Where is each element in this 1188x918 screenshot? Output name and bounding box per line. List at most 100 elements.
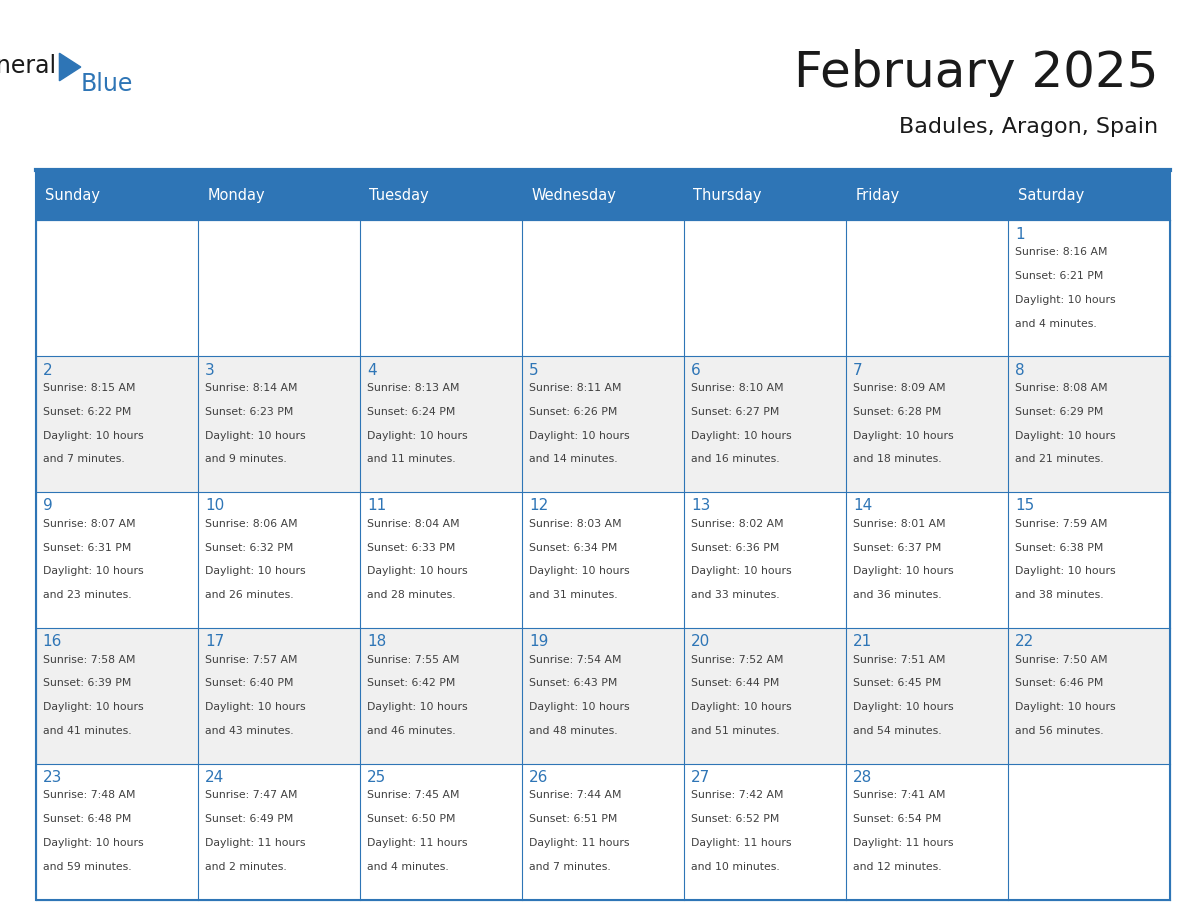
Text: Daylight: 10 hours: Daylight: 10 hours bbox=[529, 702, 630, 712]
Text: Sunrise: 8:16 AM: Sunrise: 8:16 AM bbox=[1016, 247, 1107, 257]
Text: Daylight: 11 hours: Daylight: 11 hours bbox=[529, 838, 630, 848]
Text: Sunrise: 7:57 AM: Sunrise: 7:57 AM bbox=[204, 655, 297, 665]
Bar bbox=[846, 170, 1009, 220]
Bar bbox=[36, 492, 197, 628]
Text: Sunrise: 7:58 AM: Sunrise: 7:58 AM bbox=[43, 655, 135, 665]
Text: Sunrise: 7:52 AM: Sunrise: 7:52 AM bbox=[691, 655, 784, 665]
Text: Sunset: 6:54 PM: Sunset: 6:54 PM bbox=[853, 814, 942, 824]
Bar bbox=[360, 492, 522, 628]
Text: Sunset: 6:32 PM: Sunset: 6:32 PM bbox=[204, 543, 293, 553]
Text: Sunrise: 7:50 AM: Sunrise: 7:50 AM bbox=[1016, 655, 1108, 665]
Text: Daylight: 10 hours: Daylight: 10 hours bbox=[367, 566, 468, 577]
Text: Daylight: 10 hours: Daylight: 10 hours bbox=[204, 566, 305, 577]
Text: Sunset: 6:48 PM: Sunset: 6:48 PM bbox=[43, 814, 131, 824]
Text: Sunset: 6:50 PM: Sunset: 6:50 PM bbox=[367, 814, 455, 824]
Bar bbox=[684, 764, 846, 900]
Bar bbox=[36, 220, 197, 356]
Text: 1: 1 bbox=[1016, 227, 1025, 241]
Bar bbox=[360, 170, 522, 220]
Bar bbox=[684, 220, 846, 356]
Text: Sunrise: 8:11 AM: Sunrise: 8:11 AM bbox=[529, 383, 621, 393]
Text: Sunset: 6:43 PM: Sunset: 6:43 PM bbox=[529, 678, 618, 688]
Text: Sunset: 6:23 PM: Sunset: 6:23 PM bbox=[204, 407, 293, 417]
Bar bbox=[846, 764, 1009, 900]
Bar bbox=[360, 628, 522, 764]
Bar bbox=[522, 628, 684, 764]
Text: Sunset: 6:52 PM: Sunset: 6:52 PM bbox=[691, 814, 779, 824]
Text: and 48 minutes.: and 48 minutes. bbox=[529, 726, 618, 736]
Bar bbox=[1009, 492, 1170, 628]
Text: Sunset: 6:21 PM: Sunset: 6:21 PM bbox=[1016, 271, 1104, 281]
Text: Sunset: 6:42 PM: Sunset: 6:42 PM bbox=[367, 678, 455, 688]
Text: Daylight: 10 hours: Daylight: 10 hours bbox=[43, 431, 144, 441]
Text: and 59 minutes.: and 59 minutes. bbox=[43, 862, 132, 872]
Text: Blue: Blue bbox=[81, 73, 133, 96]
Text: 16: 16 bbox=[43, 634, 62, 649]
Text: Sunset: 6:27 PM: Sunset: 6:27 PM bbox=[691, 407, 779, 417]
Text: Daylight: 10 hours: Daylight: 10 hours bbox=[853, 702, 954, 712]
Text: Sunset: 6:46 PM: Sunset: 6:46 PM bbox=[1016, 678, 1104, 688]
Bar bbox=[522, 170, 684, 220]
Text: 5: 5 bbox=[529, 363, 538, 377]
Bar bbox=[36, 628, 197, 764]
Text: Daylight: 10 hours: Daylight: 10 hours bbox=[853, 566, 954, 577]
Text: Sunrise: 7:44 AM: Sunrise: 7:44 AM bbox=[529, 790, 621, 800]
Text: Sunset: 6:31 PM: Sunset: 6:31 PM bbox=[43, 543, 131, 553]
Text: Sunrise: 8:02 AM: Sunrise: 8:02 AM bbox=[691, 519, 784, 529]
Text: Sunrise: 8:15 AM: Sunrise: 8:15 AM bbox=[43, 383, 135, 393]
Text: and 23 minutes.: and 23 minutes. bbox=[43, 590, 132, 600]
Text: 14: 14 bbox=[853, 498, 872, 513]
Bar bbox=[684, 356, 846, 492]
Bar bbox=[846, 220, 1009, 356]
Text: Daylight: 11 hours: Daylight: 11 hours bbox=[691, 838, 791, 848]
Text: 17: 17 bbox=[204, 634, 225, 649]
Text: Sunrise: 7:45 AM: Sunrise: 7:45 AM bbox=[367, 790, 460, 800]
Text: Daylight: 11 hours: Daylight: 11 hours bbox=[204, 838, 305, 848]
Bar bbox=[1009, 220, 1170, 356]
Text: 8: 8 bbox=[1016, 363, 1025, 377]
Text: Daylight: 10 hours: Daylight: 10 hours bbox=[43, 702, 144, 712]
Text: and 33 minutes.: and 33 minutes. bbox=[691, 590, 779, 600]
Text: Sunrise: 7:42 AM: Sunrise: 7:42 AM bbox=[691, 790, 784, 800]
Text: and 18 minutes.: and 18 minutes. bbox=[853, 454, 942, 465]
Text: Daylight: 10 hours: Daylight: 10 hours bbox=[691, 431, 791, 441]
Text: Sunrise: 8:01 AM: Sunrise: 8:01 AM bbox=[853, 519, 946, 529]
Text: Sunset: 6:24 PM: Sunset: 6:24 PM bbox=[367, 407, 455, 417]
Bar bbox=[36, 764, 197, 900]
Text: Sunrise: 7:41 AM: Sunrise: 7:41 AM bbox=[853, 790, 946, 800]
Text: and 36 minutes.: and 36 minutes. bbox=[853, 590, 942, 600]
Text: 12: 12 bbox=[529, 498, 548, 513]
Text: Sunset: 6:22 PM: Sunset: 6:22 PM bbox=[43, 407, 131, 417]
Text: Badules, Aragon, Spain: Badules, Aragon, Spain bbox=[899, 117, 1158, 137]
Text: 7: 7 bbox=[853, 363, 862, 377]
Text: and 43 minutes.: and 43 minutes. bbox=[204, 726, 293, 736]
Text: Daylight: 10 hours: Daylight: 10 hours bbox=[43, 838, 144, 848]
Text: and 10 minutes.: and 10 minutes. bbox=[691, 862, 779, 872]
Bar bbox=[846, 492, 1009, 628]
Text: Daylight: 10 hours: Daylight: 10 hours bbox=[1016, 295, 1116, 305]
Text: 22: 22 bbox=[1016, 634, 1035, 649]
Text: Sunset: 6:49 PM: Sunset: 6:49 PM bbox=[204, 814, 293, 824]
Bar bbox=[360, 356, 522, 492]
Text: Sunset: 6:44 PM: Sunset: 6:44 PM bbox=[691, 678, 779, 688]
Bar bbox=[36, 170, 197, 220]
Text: Sunset: 6:36 PM: Sunset: 6:36 PM bbox=[691, 543, 779, 553]
Text: 2: 2 bbox=[43, 363, 52, 377]
Text: 25: 25 bbox=[367, 770, 386, 785]
Bar bbox=[522, 492, 684, 628]
Text: February 2025: February 2025 bbox=[794, 50, 1158, 97]
Text: Daylight: 10 hours: Daylight: 10 hours bbox=[691, 702, 791, 712]
Text: Sunset: 6:45 PM: Sunset: 6:45 PM bbox=[853, 678, 942, 688]
Bar bbox=[197, 356, 360, 492]
Text: Sunrise: 8:14 AM: Sunrise: 8:14 AM bbox=[204, 383, 297, 393]
Bar bbox=[684, 170, 846, 220]
Bar bbox=[684, 492, 846, 628]
Text: 10: 10 bbox=[204, 498, 225, 513]
Text: and 54 minutes.: and 54 minutes. bbox=[853, 726, 942, 736]
Text: 6: 6 bbox=[691, 363, 701, 377]
Text: Daylight: 10 hours: Daylight: 10 hours bbox=[43, 566, 144, 577]
Text: Sunrise: 7:51 AM: Sunrise: 7:51 AM bbox=[853, 655, 946, 665]
Text: and 16 minutes.: and 16 minutes. bbox=[691, 454, 779, 465]
Text: Daylight: 10 hours: Daylight: 10 hours bbox=[1016, 431, 1116, 441]
Bar bbox=[36, 356, 197, 492]
